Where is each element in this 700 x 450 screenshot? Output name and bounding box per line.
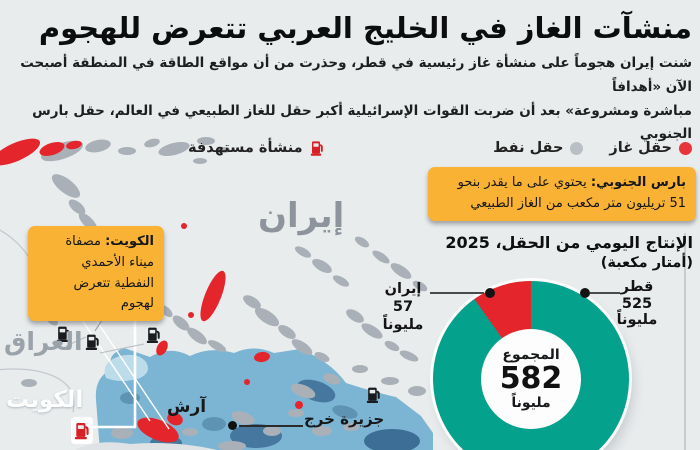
kharg-leader-line — [239, 425, 303, 427]
qatar-slice-label: قطر 525 مليوناً — [614, 279, 660, 329]
fuel-pump-icon — [310, 141, 323, 156]
chart-title: الإنتاج اليومي من الحقل، 2025 — [445, 233, 693, 252]
callout-leader-lines — [65, 309, 170, 430]
map-label-kharg-island: جزيرة خرج — [304, 410, 385, 428]
legend: حقل غاز حقل نفط — [493, 140, 692, 156]
field-blobs-red — [0, 138, 303, 443]
legend-item-targeted-facility: منشأة مستهدفة — [188, 139, 324, 157]
total-label: المجموع — [502, 347, 560, 364]
map-pump-icons — [56, 326, 380, 444]
iran-slice-label: إيران 57 مليوناً — [374, 280, 432, 334]
callout-text: يحتوي على ما يقدر بنحو 51 تريليون متر مك… — [457, 175, 686, 211]
fuel-pump-icon — [146, 327, 160, 343]
total-unit: مليوناً — [511, 394, 551, 411]
kharg-marker-dot — [228, 421, 237, 430]
slice-unit: مليوناً — [616, 312, 658, 329]
iran-slice-marker — [485, 288, 495, 298]
chart-subtitle: (أمتار مكعبة) — [600, 255, 693, 271]
slice-name: إيران — [384, 281, 422, 297]
callout-south-pars: بارس الجنوبي: يحتوي على ما يقدر بنحو 51 … — [428, 167, 696, 221]
map-label-iraq: العراق — [4, 327, 83, 356]
south-pars-pointer-line — [684, 233, 686, 450]
map-label-iran: إيران — [258, 196, 345, 236]
qatar-leader-line — [590, 292, 620, 294]
header: منشآت الغاز في الخليج العربي تتعرض للهجو… — [8, 10, 692, 147]
subtitle-line-2: مباشرة ومشروعة» بعد أن ضربت القوات الإسر… — [32, 102, 692, 143]
legend-item-oil-field: حقل نفط — [493, 140, 584, 156]
gas-field-dot-icon — [679, 141, 692, 155]
oil-field-dot-icon — [570, 141, 584, 155]
callout-kuwait: الكويت: مصفاة ميناء الأحمدي النفطية تتعر… — [28, 226, 164, 322]
subtitle-line-1: شنت إيران هجوماً على منشأة غاز رئيسية في… — [20, 55, 692, 95]
chart-heading: الإنتاج اليومي من الحقل، 2025 (أمتار مكع… — [445, 233, 693, 271]
map-label-kuwait: الكويت — [6, 387, 84, 413]
total-value: 582 — [499, 361, 563, 397]
page-title: منشآت الغاز في الخليج العربي تتعرض للهجو… — [38, 11, 692, 45]
slice-value: 57 مليوناً — [382, 299, 424, 334]
legend-item-gas-field: حقل غاز — [609, 140, 692, 156]
legend-label: منشأة مستهدفة — [188, 140, 303, 156]
fuel-pump-icon — [85, 334, 99, 350]
iran-leader-line — [430, 292, 484, 294]
callout-lead: الكويت: — [105, 234, 154, 249]
legend-label: حقل غاز — [609, 140, 672, 156]
map-label-arash: آرش — [167, 397, 207, 417]
donut-chart: المجموع 582 مليوناً — [433, 281, 629, 450]
slice-value: 525 — [621, 295, 653, 312]
callout-text: مصفاة ميناء الأحمدي النفطية تتعرض لهجوم — [65, 234, 154, 312]
donut-center: المجموع 582 مليوناً — [481, 329, 581, 429]
qatar-slice-marker — [580, 288, 590, 298]
legend-label: حقل نفط — [493, 140, 564, 156]
slice-name: قطر — [620, 279, 654, 295]
callout-lead: بارس الجنوبي: — [590, 175, 686, 190]
page-subtitle: شنت إيران هجوماً على منشأة غاز رئيسية في… — [8, 52, 692, 147]
